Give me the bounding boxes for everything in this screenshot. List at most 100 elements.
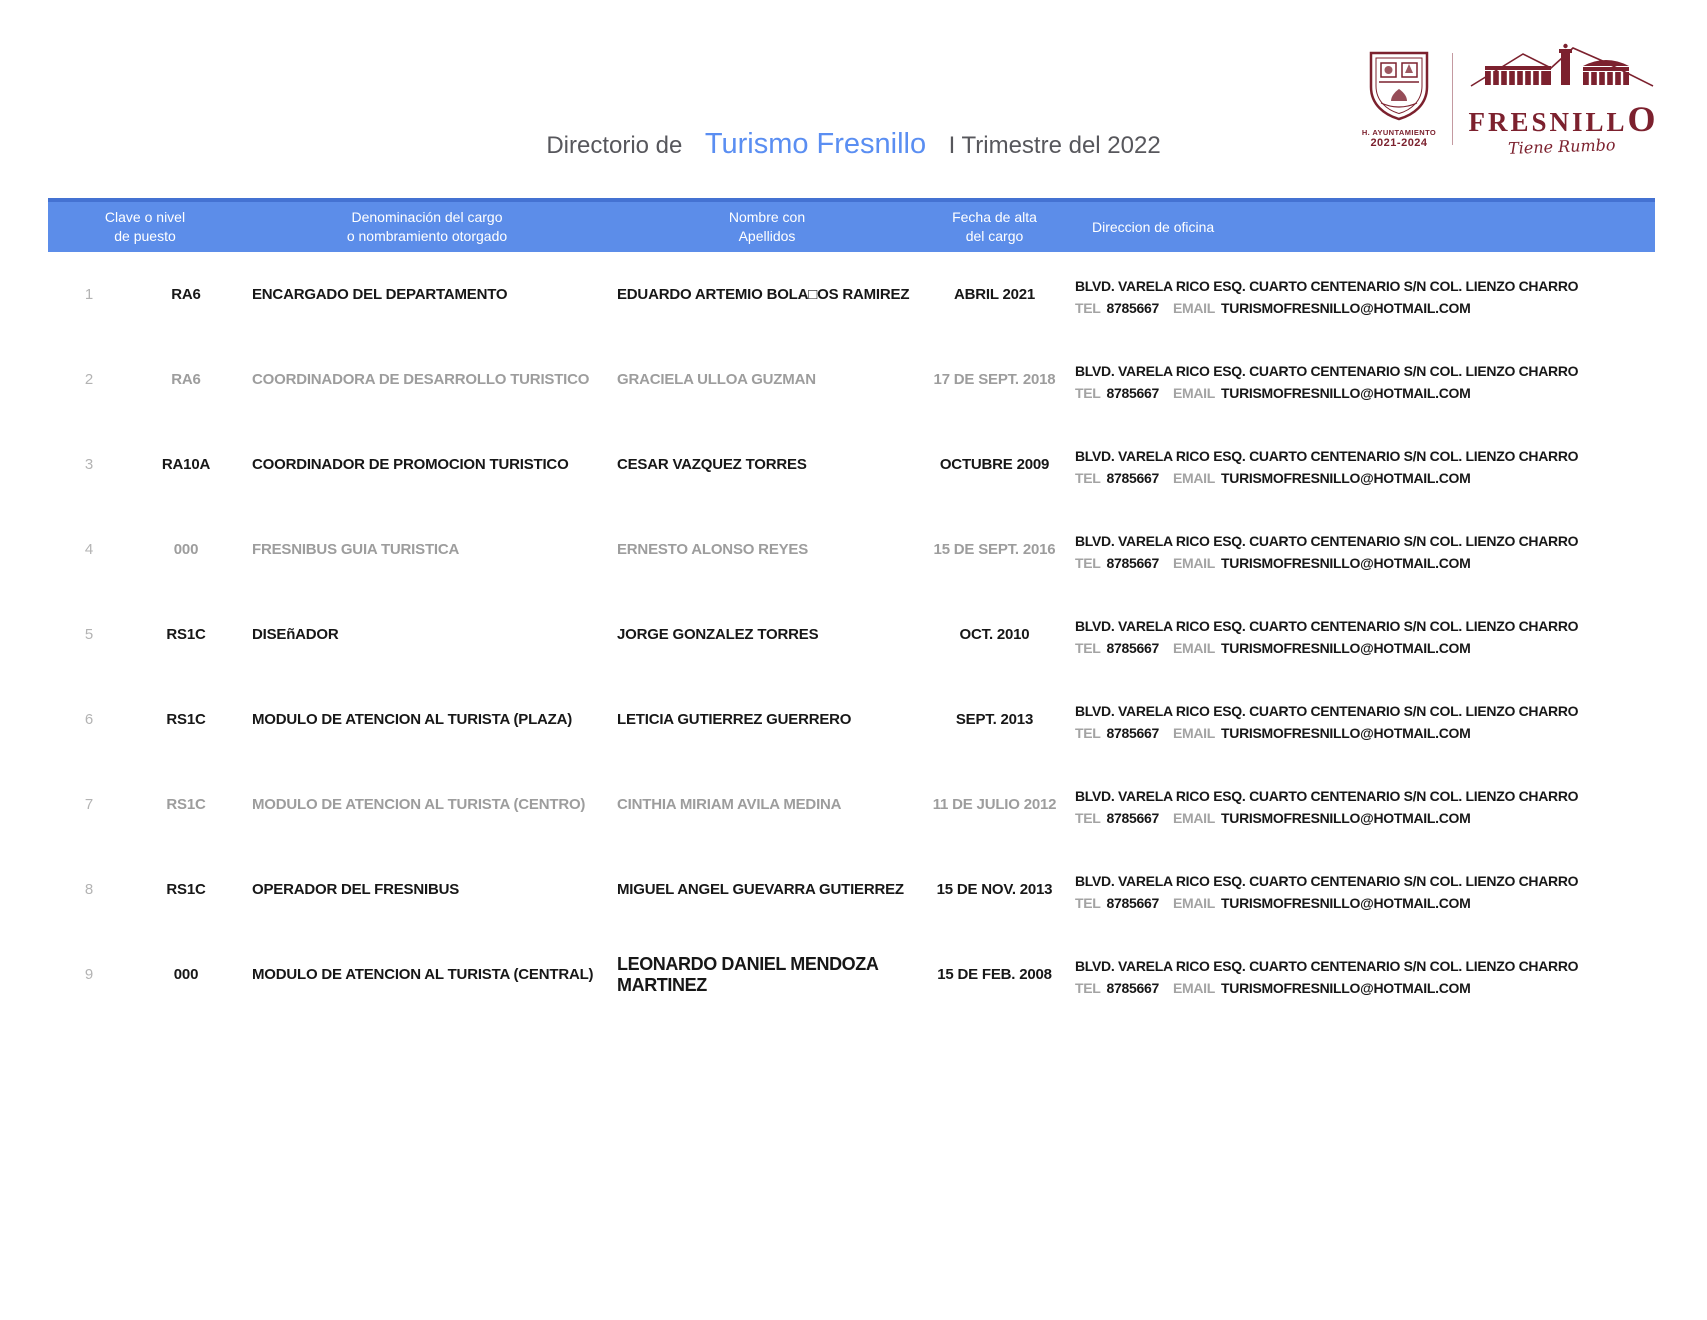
table-row: 8 RS1C OPERADOR DEL FRESNIBUS MIGUEL ANG…	[48, 847, 1655, 932]
email-value: TURISMOFRESNILLO@HOTMAIL.COM	[1221, 639, 1471, 656]
table-header: Clave o nivel de puesto Denominación del …	[48, 198, 1655, 252]
email-value: TURISMOFRESNILLO@HOTMAIL.COM	[1221, 299, 1471, 316]
brand-name-body: FRESNILL	[1468, 107, 1628, 137]
cell-clave: RS1C	[166, 626, 206, 643]
email-label: EMAIL	[1172, 469, 1216, 486]
cell-fecha: 15 DE SEPT. 2016	[933, 541, 1056, 558]
cell-clave: RA10A	[161, 456, 211, 473]
logo-divider	[1452, 53, 1453, 145]
title-prefix: Directorio de	[546, 132, 683, 159]
table-row: 9 000 MODULO DE ATENCION AL TURISTA (CEN…	[48, 932, 1655, 1017]
table-row: 5 RS1C DISEñADOR JORGE GONZALEZ TORRES O…	[48, 592, 1655, 677]
address-line: BLVD. VARELA RICO ESQ. CUARTO CENTENARIO…	[1075, 448, 1579, 465]
page-title: Directorio de Turismo Fresnillo I Trimes…	[0, 128, 1707, 161]
cell-fecha: OCTUBRE 2009	[939, 456, 1050, 473]
table-row: 4 000 FRESNIBUS GUIA TURISTICA ERNESTO A…	[48, 507, 1655, 592]
address-contact-line: TEL 8785667 EMAIL TURISMOFRESNILLO@HOTMAIL.…	[1075, 810, 1655, 826]
tel-label: TEL	[1075, 894, 1101, 911]
directory-table: Clave o nivel de puesto Denominación del …	[48, 198, 1655, 1017]
row-number: 5	[84, 626, 94, 643]
header-direccion: Direccion de oficina	[1092, 218, 1215, 235]
header-fecha: Fecha de alta del cargo	[952, 209, 1037, 244]
tel-value: 8785667	[1106, 639, 1160, 656]
cell-direccion: BLVD. VARELA RICO ESQ. CUARTO CENTENARIO…	[1067, 528, 1655, 571]
cell-fecha: OCT. 2010	[959, 626, 1030, 643]
cell-cargo: FRESNIBUS GUIA TURISTICA	[252, 541, 460, 558]
email-label: EMAIL	[1172, 809, 1216, 826]
cell-nombre: EDUARDO ARTEMIO BOLA□OS RAMIREZ	[617, 286, 910, 303]
address-line: BLVD. VARELA RICO ESQ. CUARTO CENTENARIO…	[1075, 703, 1579, 720]
colonnade-icon	[1467, 42, 1657, 99]
title-suffix: I Trimestre del 2022	[948, 132, 1161, 159]
tel-label: TEL	[1075, 639, 1101, 656]
cell-clave: RA6	[171, 286, 201, 303]
cell-direccion: BLVD. VARELA RICO ESQ. CUARTO CENTENARIO…	[1067, 273, 1655, 316]
address-line: BLVD. VARELA RICO ESQ. CUARTO CENTENARIO…	[1075, 788, 1579, 805]
title-highlight: Turismo Fresnillo	[704, 128, 927, 160]
header-nombre: Nombre con Apellidos	[728, 209, 806, 244]
table-row: 3 RA10A COORDINADOR DE PROMOCION TURISTI…	[48, 422, 1655, 507]
row-number: 6	[84, 711, 94, 728]
cell-direccion: BLVD. VARELA RICO ESQ. CUARTO CENTENARIO…	[1067, 698, 1655, 741]
address-line: BLVD. VARELA RICO ESQ. CUARTO CENTENARIO…	[1075, 618, 1579, 635]
email-label: EMAIL	[1172, 979, 1216, 996]
cell-direccion: BLVD. VARELA RICO ESQ. CUARTO CENTENARIO…	[1067, 613, 1655, 656]
crest-years: 2021-2024	[1370, 137, 1428, 149]
address-contact-line: TEL 8785667 EMAIL TURISMOFRESNILLO@HOTMAIL.…	[1075, 980, 1655, 996]
cell-nombre: MIGUEL ANGEL GUEVARRA GUTIERREZ	[617, 881, 904, 898]
cell-fecha: ABRIL 2021	[953, 286, 1036, 303]
cell-nombre: GRACIELA ULLOA GUZMAN	[617, 371, 816, 388]
email-label: EMAIL	[1172, 724, 1216, 741]
row-number: 4	[84, 541, 94, 558]
email-label: EMAIL	[1172, 299, 1216, 316]
tel-label: TEL	[1075, 979, 1101, 996]
cell-clave: RS1C	[166, 881, 206, 898]
cell-nombre: LEONARDO DANIEL MENDOZA MARTINEZ	[617, 953, 878, 995]
tel-value: 8785667	[1106, 809, 1160, 826]
table-row: 2 RA6 COORDINADORA DE DESARROLLO TURISTI…	[48, 337, 1655, 422]
crest-caption: H. AYUNTAMIENTO	[1361, 128, 1437, 137]
address-line: BLVD. VARELA RICO ESQ. CUARTO CENTENARIO…	[1075, 363, 1579, 380]
address-contact-line: TEL 8785667 EMAIL TURISMOFRESNILLO@HOTMAIL.…	[1075, 300, 1655, 316]
cell-direccion: BLVD. VARELA RICO ESQ. CUARTO CENTENARIO…	[1067, 358, 1655, 401]
table-row: 7 RS1C MODULO DE ATENCION AL TURISTA (CE…	[48, 762, 1655, 847]
cell-clave: RS1C	[166, 796, 206, 813]
cell-nombre: JORGE GONZALEZ TORRES	[617, 626, 819, 643]
tel-value: 8785667	[1106, 469, 1160, 486]
brand-logo: FRESNILLO Tiene Rumbo	[1467, 42, 1657, 158]
cell-fecha: 11 DE JULIO 2012	[932, 796, 1057, 813]
cell-fecha: 15 DE FEB. 2008	[937, 966, 1052, 983]
cell-direccion: BLVD. VARELA RICO ESQ. CUARTO CENTENARIO…	[1067, 443, 1655, 486]
cell-nombre: LETICIA GUTIERREZ GUERRERO	[617, 711, 852, 728]
email-value: TURISMOFRESNILLO@HOTMAIL.COM	[1221, 724, 1471, 741]
row-number: 8	[84, 881, 94, 898]
cell-clave: 000	[173, 541, 199, 558]
crest-shield-icon	[1367, 49, 1431, 126]
cell-cargo: ENCARGADO DEL DEPARTAMENTO	[252, 286, 508, 303]
cell-clave: 000	[173, 966, 199, 983]
cell-cargo: OPERADOR DEL FRESNIBUS	[252, 881, 460, 898]
tel-value: 8785667	[1106, 894, 1160, 911]
cell-nombre: ERNESTO ALONSO REYES	[617, 541, 809, 558]
tel-value: 8785667	[1106, 384, 1160, 401]
cell-nombre: CESAR VAZQUEZ TORRES	[617, 456, 807, 473]
cell-fecha: 15 DE NOV. 2013	[936, 881, 1053, 898]
email-label: EMAIL	[1172, 639, 1216, 656]
tel-value: 8785667	[1106, 554, 1160, 571]
address-contact-line: TEL 8785667 EMAIL TURISMOFRESNILLO@HOTMAIL.…	[1075, 555, 1655, 571]
email-label: EMAIL	[1172, 384, 1216, 401]
address-contact-line: TEL 8785667 EMAIL TURISMOFRESNILLO@HOTMAIL.…	[1075, 725, 1655, 741]
cell-cargo: COORDINADORA DE DESARROLLO TURISTICO	[252, 371, 590, 388]
address-contact-line: TEL 8785667 EMAIL TURISMOFRESNILLO@HOTMAIL.…	[1075, 895, 1655, 911]
brand-name-last-letter: O	[1627, 99, 1656, 139]
tel-label: TEL	[1075, 469, 1101, 486]
email-value: TURISMOFRESNILLO@HOTMAIL.COM	[1221, 554, 1471, 571]
row-number: 7	[84, 796, 94, 813]
table-row: 6 RS1C MODULO DE ATENCION AL TURISTA (PL…	[48, 677, 1655, 762]
cell-cargo: MODULO DE ATENCION AL TURISTA (PLAZA)	[252, 711, 573, 728]
address-contact-line: TEL 8785667 EMAIL TURISMOFRESNILLO@HOTMAIL.…	[1075, 640, 1655, 656]
cell-direccion: BLVD. VARELA RICO ESQ. CUARTO CENTENARIO…	[1067, 868, 1655, 911]
cell-fecha: 17 DE SEPT. 2018	[933, 371, 1056, 388]
address-line: BLVD. VARELA RICO ESQ. CUARTO CENTENARIO…	[1075, 533, 1579, 550]
email-value: TURISMOFRESNILLO@HOTMAIL.COM	[1221, 469, 1471, 486]
